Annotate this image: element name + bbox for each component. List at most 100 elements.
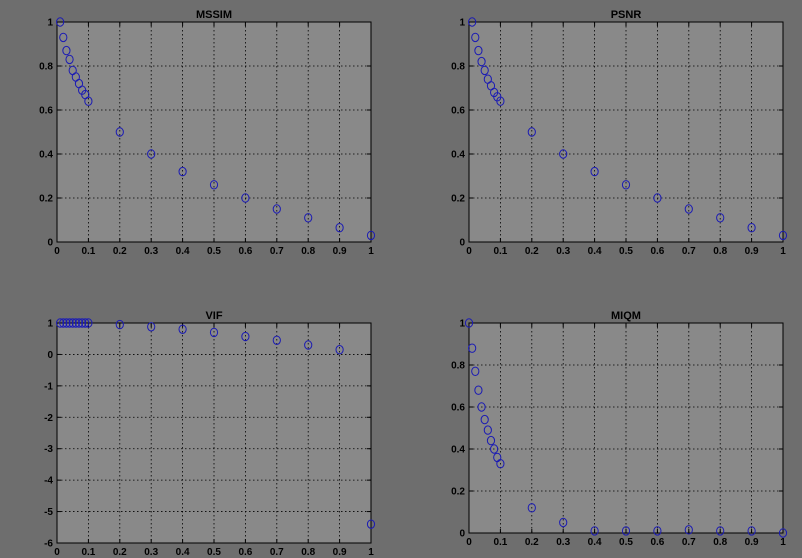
x-tick-label: 0.4 bbox=[176, 246, 190, 257]
chart-title: MSSIM bbox=[196, 9, 232, 21]
x-tick-label: 0.1 bbox=[493, 246, 507, 257]
data-point bbox=[209, 180, 219, 190]
data-point bbox=[621, 526, 631, 536]
y-tick-label: -5 bbox=[44, 507, 53, 518]
data-point bbox=[471, 366, 480, 376]
x-tick-label: 0 bbox=[54, 547, 60, 558]
y-tick-label: 0.2 bbox=[39, 194, 53, 205]
y-tick-label: -2 bbox=[44, 413, 53, 424]
data-point bbox=[366, 519, 376, 529]
y-tick-label: 0.4 bbox=[451, 150, 465, 161]
data-point bbox=[559, 517, 568, 528]
data-point bbox=[527, 503, 536, 513]
x-tick-label: 0.5 bbox=[207, 547, 221, 558]
y-tick-label: 0.8 bbox=[451, 62, 465, 73]
x-tick-label: 0.2 bbox=[525, 246, 539, 257]
data-point bbox=[81, 318, 90, 328]
data-point bbox=[480, 65, 489, 76]
x-tick-label: 1 bbox=[368, 547, 374, 558]
x-tick-label: 0.4 bbox=[588, 246, 602, 257]
x-tick-label: 0.2 bbox=[113, 246, 127, 257]
x-tick-label: 0.3 bbox=[144, 547, 158, 558]
data-point bbox=[56, 318, 65, 328]
data-point bbox=[474, 45, 483, 56]
subplot-mssim: 0 0.1 0.2 0.3 0.4 0.5 0.6 0.7 0.8 0.9 1 0 0.2 0.4 0.6 0… bbox=[39, 9, 376, 257]
data-point bbox=[684, 204, 693, 214]
data-point bbox=[471, 32, 480, 43]
data-point bbox=[62, 318, 71, 328]
data-point bbox=[468, 17, 477, 27]
data-point bbox=[84, 318, 93, 328]
y-tick-label: 1 bbox=[459, 18, 465, 29]
x-tick-label: 0.6 bbox=[238, 547, 252, 558]
x-tick-label: 0.1 bbox=[81, 246, 95, 257]
y-tick-label: 0.2 bbox=[451, 487, 465, 498]
x-tick-label: 0.6 bbox=[238, 246, 252, 257]
x-tick-label: 0.7 bbox=[270, 246, 284, 257]
data-point bbox=[59, 32, 68, 43]
data-point bbox=[747, 223, 756, 233]
x-tick-label: 0 bbox=[54, 246, 60, 257]
data-point bbox=[480, 414, 489, 425]
y-tick-label: 0.6 bbox=[39, 106, 53, 117]
data-point bbox=[115, 127, 124, 137]
data-point bbox=[474, 385, 483, 395]
chart-title: MIQM bbox=[611, 310, 641, 322]
data-point bbox=[477, 56, 486, 67]
x-tick-label: 0.2 bbox=[113, 547, 127, 558]
chart-title: VIF bbox=[205, 310, 222, 322]
x-tick-label: 0.2 bbox=[525, 537, 539, 548]
subplot-miqm: 0 0.1 0.2 0.3 0.4 0.5 0.6 0.7 0.8 0.9 1 0 0.2 0.4 0.6 0… bbox=[451, 310, 788, 548]
data-point bbox=[115, 319, 124, 330]
data-point bbox=[621, 180, 631, 190]
data-point bbox=[65, 54, 74, 65]
data-point bbox=[65, 318, 74, 328]
data-point bbox=[716, 213, 725, 223]
data-point bbox=[559, 149, 568, 159]
y-tick-label: -4 bbox=[44, 476, 53, 487]
data-point bbox=[527, 127, 536, 137]
y-tick-label: -3 bbox=[44, 444, 53, 455]
x-tick-label: 0.9 bbox=[333, 547, 347, 558]
data-point bbox=[716, 526, 725, 536]
x-tick-label: 0.8 bbox=[713, 246, 727, 257]
x-tick-label: 0.4 bbox=[588, 537, 602, 548]
y-tick-label: 0 bbox=[459, 529, 465, 540]
x-tick-label: 0.5 bbox=[619, 246, 633, 257]
data-point bbox=[590, 526, 599, 536]
data-point bbox=[590, 166, 599, 177]
data-point bbox=[335, 223, 344, 233]
y-tick-label: -6 bbox=[44, 539, 53, 550]
data-point bbox=[653, 193, 662, 203]
x-tick-label: 0.7 bbox=[270, 547, 284, 558]
data-point bbox=[778, 528, 788, 538]
y-tick-label: 0.8 bbox=[451, 361, 465, 372]
x-tick-label: 0.9 bbox=[745, 246, 759, 257]
data-point bbox=[496, 459, 505, 469]
data-point bbox=[272, 204, 281, 214]
axes-frame bbox=[56, 322, 372, 544]
data-point bbox=[477, 402, 486, 412]
axes-frame bbox=[56, 21, 372, 243]
chart-title: PSNR bbox=[611, 9, 642, 21]
x-tick-label: 0.3 bbox=[144, 246, 158, 257]
x-tick-label: 0.3 bbox=[556, 537, 570, 548]
data-point bbox=[335, 345, 344, 355]
data-point bbox=[684, 525, 693, 535]
data-point bbox=[272, 335, 281, 345]
x-tick-label: 0 bbox=[466, 537, 472, 548]
y-tick-label: 0 bbox=[47, 350, 53, 361]
x-tick-label: 0.8 bbox=[301, 246, 315, 257]
x-tick-label: 0.8 bbox=[713, 537, 727, 548]
data-point bbox=[241, 193, 250, 203]
data-point bbox=[464, 318, 474, 328]
x-tick-label: 1 bbox=[780, 246, 786, 257]
data-point bbox=[778, 230, 788, 241]
axes-frame bbox=[468, 21, 784, 243]
data-point bbox=[653, 526, 662, 536]
data-point bbox=[304, 213, 313, 223]
x-tick-label: 1 bbox=[780, 537, 786, 548]
x-tick-label: 0.7 bbox=[682, 537, 696, 548]
y-tick-label: 0.2 bbox=[451, 194, 465, 205]
